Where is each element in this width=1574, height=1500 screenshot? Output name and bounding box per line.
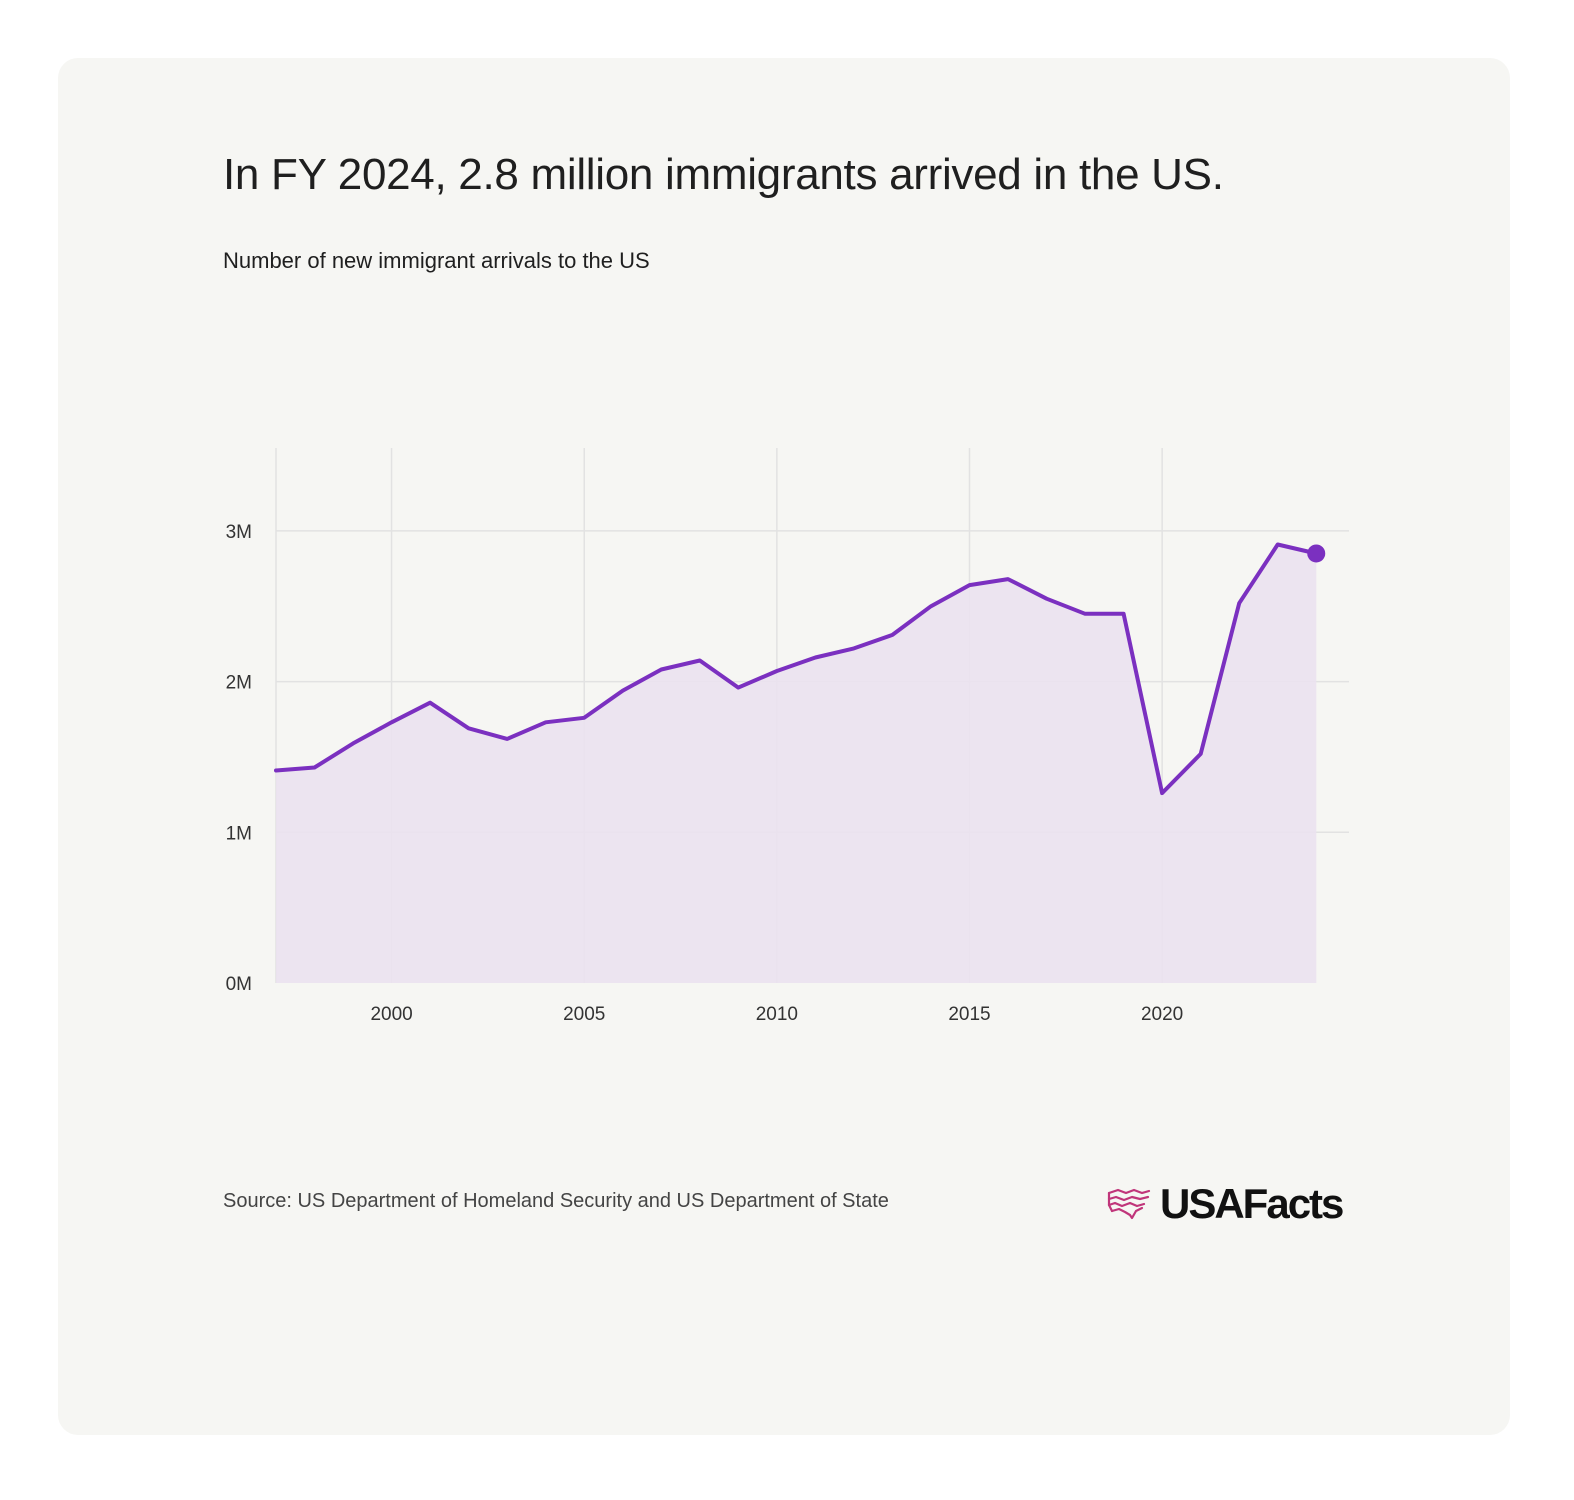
- x-tick-label: 2005: [563, 1004, 605, 1025]
- y-axis-labels: 0M 1M 2M 3M: [226, 522, 252, 995]
- x-tick-label: 2020: [1141, 1004, 1183, 1025]
- data-point: [774, 668, 780, 674]
- data-point: [967, 582, 973, 588]
- data-point: [928, 603, 934, 609]
- brand-logo: USAFacts: [1106, 1180, 1344, 1228]
- data-point: [1159, 790, 1165, 796]
- y-tick-label: 2M: [226, 673, 252, 694]
- data-point: [851, 645, 857, 651]
- area-layer: [276, 544, 1317, 983]
- data-point: [620, 688, 626, 694]
- data-point: [1082, 611, 1088, 617]
- y-tick-label: 3M: [226, 522, 252, 543]
- data-point: [1236, 600, 1242, 606]
- data-point: [1121, 611, 1127, 617]
- data-point: [1044, 596, 1050, 602]
- line-layer: [273, 541, 1326, 796]
- x-tick-label: 2000: [370, 1004, 412, 1025]
- last-point-marker: [1307, 544, 1326, 563]
- x-tick-label: 2010: [756, 1004, 798, 1025]
- series-line: [274, 542, 1319, 796]
- data-point: [350, 740, 356, 746]
- data-point: [581, 715, 587, 721]
- chart-subtitle: Number of new immigrant arrivals to the …: [223, 248, 650, 273]
- y-tick-label: 0M: [226, 974, 252, 995]
- data-point: [658, 667, 664, 673]
- data-point: [312, 764, 318, 770]
- data-point: [466, 725, 472, 731]
- data-point: [273, 768, 279, 774]
- chart-title: In FY 2024, 2.8 million immigrants arriv…: [223, 150, 1224, 199]
- brand-name: USAFacts: [1160, 1180, 1344, 1227]
- data-point: [1275, 541, 1281, 547]
- data-point: [812, 654, 818, 660]
- data-point: [1005, 576, 1011, 582]
- y-tick-label: 1M: [226, 823, 252, 844]
- data-point: [889, 632, 895, 638]
- data-point: [504, 736, 510, 742]
- data-point: [389, 719, 395, 725]
- series-area: [276, 544, 1317, 983]
- data-point: [697, 657, 703, 663]
- data-point: [543, 719, 549, 725]
- source-note: Source: US Department of Homeland Securi…: [223, 1190, 889, 1212]
- data-point: [735, 685, 741, 691]
- data-point: [427, 700, 433, 706]
- usa-map-icon: [1107, 1188, 1151, 1220]
- x-axis-labels: 2000 2005 2010 2015 2020: [370, 1004, 1183, 1025]
- x-tick-label: 2015: [948, 1004, 990, 1025]
- data-point: [1198, 751, 1204, 757]
